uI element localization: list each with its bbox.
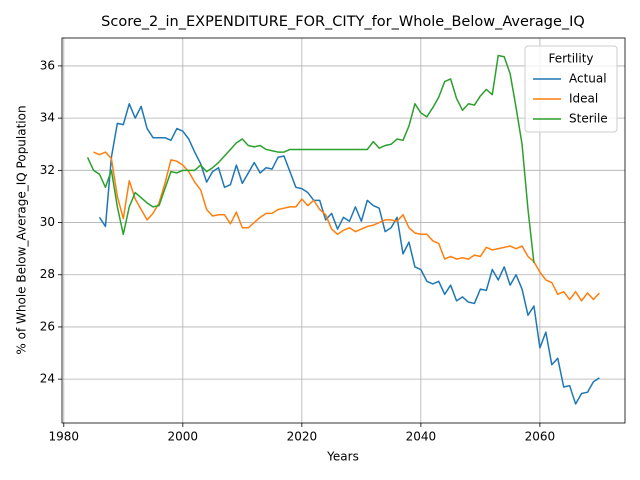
x-tick-label: 2060: [525, 430, 556, 444]
y-tick-label: 30: [40, 215, 55, 229]
x-tick-label: 2000: [168, 430, 199, 444]
y-tick-label: 36: [40, 58, 55, 72]
x-tick-label: 2020: [287, 430, 318, 444]
x-tick-label: 2040: [406, 430, 437, 444]
legend-box: [524, 45, 618, 133]
y-tick-label: 32: [40, 163, 55, 177]
plot-frame: [61, 37, 626, 424]
legend: Fertility Actual Ideal Sterile: [524, 45, 618, 133]
legend-title: Fertility: [548, 52, 593, 66]
legend-label: Actual: [569, 72, 607, 86]
legend-label: Ideal: [569, 92, 598, 106]
line-series: [86, 54, 535, 264]
line-series: [98, 103, 600, 405]
line-series: [93, 151, 600, 302]
y-tick-label: 28: [40, 267, 55, 281]
x-tick-label: 1980: [49, 430, 80, 444]
y-tick-label: 26: [40, 319, 55, 333]
y-tick-label: 24: [40, 372, 55, 386]
x-axis-label: Years: [326, 450, 359, 464]
y-axis-label: % of Whole Below_Average_IQ Population: [15, 105, 29, 354]
y-tick-label: 34: [40, 111, 55, 125]
legend-label: Sterile: [569, 112, 608, 126]
chart-title: Score_2_in_EXPENDITURE_FOR_CITY_for_Whol…: [101, 14, 585, 30]
